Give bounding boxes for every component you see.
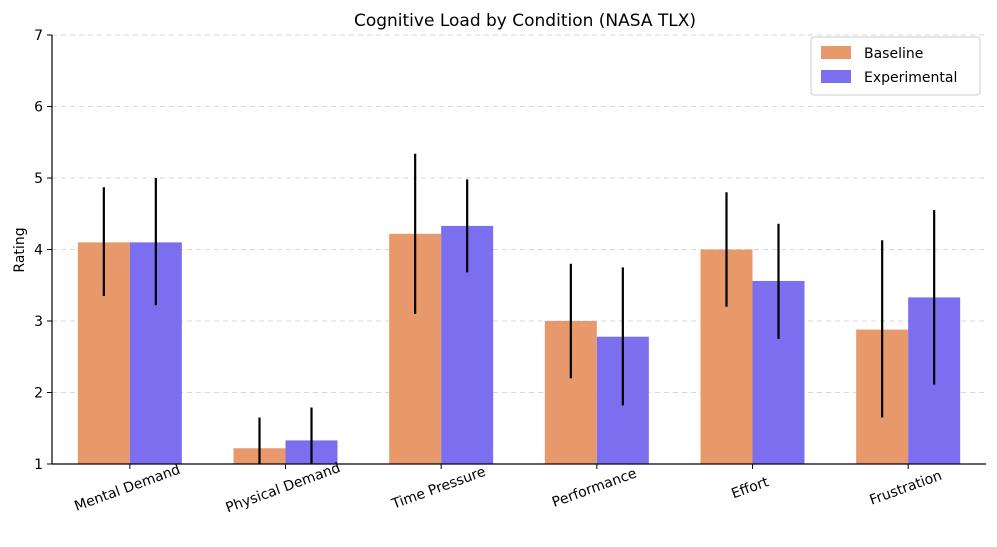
y-tick-label: 5	[34, 171, 43, 187]
y-axis-label: Rating	[12, 227, 28, 272]
x-tick-label: Time Pressure	[389, 464, 488, 513]
error-bars	[102, 153, 936, 464]
y-tick-label: 3	[34, 314, 43, 330]
bars	[77, 225, 961, 464]
legend-box	[810, 36, 981, 96]
x-tick-label: Effort	[729, 474, 771, 502]
y-tick-label: 1	[34, 457, 43, 473]
x-tick-label: Physical Demand	[224, 460, 343, 516]
legend: Baseline Experimental	[810, 36, 981, 96]
y-tick-label: 7	[34, 28, 43, 44]
legend-swatch	[821, 70, 851, 83]
legend-swatch	[821, 46, 851, 59]
y-tick-label: 2	[34, 386, 43, 402]
y-tick-label: 6	[34, 100, 43, 116]
grid-lines	[52, 34, 986, 393]
chart-title: Cognitive Load by Condition (NASA TLX)	[354, 11, 696, 31]
legend-label: Experimental	[864, 70, 957, 86]
x-tick-label: Performance	[550, 466, 639, 511]
x-tick-label: Mental Demand	[72, 462, 182, 515]
legend-label: Baseline	[864, 46, 923, 62]
x-ticks: Mental Demand Physical Demand Time Pressur…	[72, 460, 944, 516]
y-tick-label: 4	[34, 243, 43, 259]
y-ticks: 1 2 3 4 5 6 7	[34, 28, 52, 473]
x-tick-label: Frustration	[868, 468, 945, 509]
